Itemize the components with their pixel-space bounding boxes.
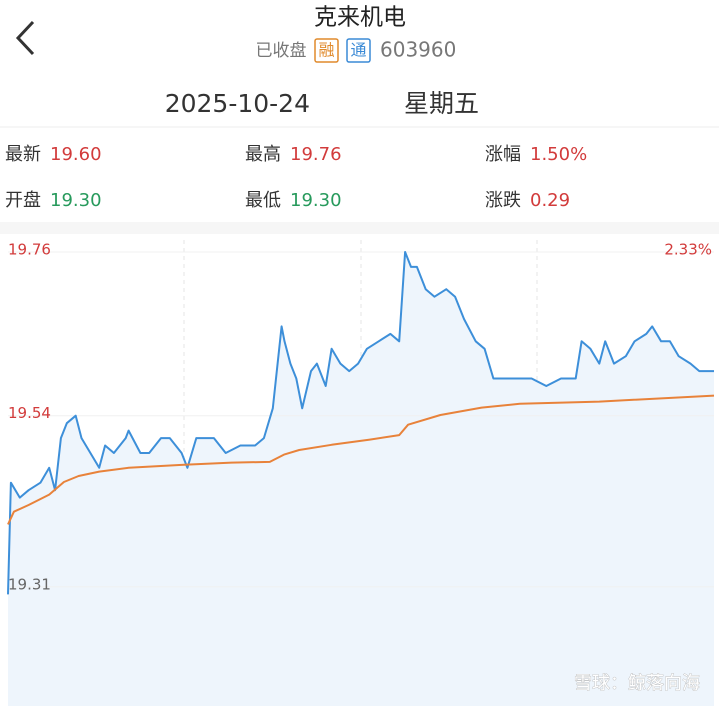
quote-value: 19.60 — [50, 144, 102, 165]
stock-code: 603960 — [380, 38, 456, 62]
price-area — [8, 252, 714, 706]
badge-text: 融 — [318, 41, 334, 60]
quote-label: 涨幅 — [485, 144, 521, 165]
stock-name: 克来机电 — [314, 5, 406, 31]
y-tick-label: 19.76 — [8, 241, 51, 259]
divider-band — [0, 222, 719, 234]
quote-label: 开盘 — [5, 190, 41, 211]
status: 已收盘 — [256, 41, 307, 61]
y-tick-label: 19.31 — [8, 575, 51, 593]
watermark: 雪球：鲸落向海 — [574, 673, 700, 694]
quote-value: 19.76 — [290, 144, 342, 165]
quote-label: 最新 — [5, 144, 41, 165]
badge — [346, 38, 371, 63]
quote-value: 1.50% — [530, 144, 587, 165]
quote-value: 19.30 — [290, 190, 342, 211]
badge — [314, 38, 339, 63]
weekday: 星期五 — [404, 89, 479, 118]
quote-label: 涨跌 — [485, 190, 521, 211]
date: 2025-10-24 — [165, 89, 310, 118]
quote-label: 最低 — [245, 190, 281, 211]
price-line — [7, 394, 715, 525]
change-percent: 2.33% — [664, 241, 712, 259]
quote-value: 0.29 — [530, 190, 570, 211]
badge-text: 通 — [350, 41, 366, 60]
quote-value: 19.30 — [50, 190, 102, 211]
back-button[interactable] — [15, 20, 35, 56]
quote-label: 最高 — [245, 144, 281, 165]
y-tick-label: 19.54 — [8, 404, 51, 422]
price-line — [7, 251, 714, 595]
